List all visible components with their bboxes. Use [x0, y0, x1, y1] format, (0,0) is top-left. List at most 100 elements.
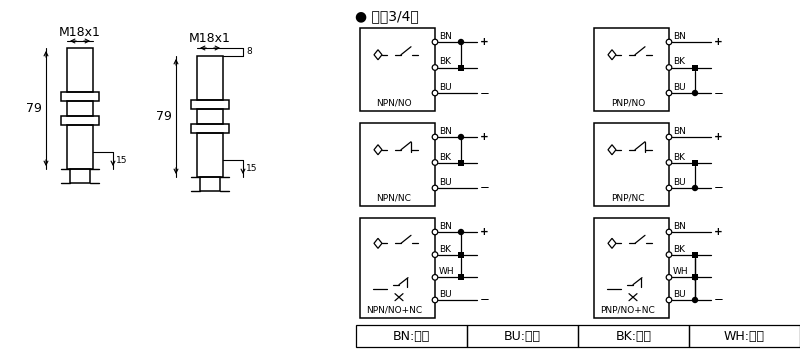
Text: BN: BN [673, 32, 686, 41]
Text: BU:兰色: BU:兰色 [504, 329, 541, 342]
Circle shape [666, 90, 672, 96]
Text: +: + [714, 132, 722, 142]
Text: BU: BU [673, 83, 686, 92]
Bar [692, 64, 698, 70]
Text: NPN/NO+NC: NPN/NO+NC [366, 306, 422, 314]
Bar [200, 177, 220, 191]
Circle shape [666, 65, 672, 70]
Text: BK: BK [439, 245, 451, 254]
Text: WH: WH [439, 267, 454, 276]
Text: NPN/NO: NPN/NO [376, 99, 411, 107]
Text: PNP/NC: PNP/NC [611, 194, 645, 202]
Text: 15: 15 [246, 164, 258, 173]
Circle shape [458, 39, 464, 45]
Bar [692, 159, 698, 165]
Text: PNP/NO: PNP/NO [610, 99, 645, 107]
Circle shape [666, 134, 672, 140]
Text: +: + [480, 227, 489, 237]
Bar [689, 325, 800, 347]
Text: BU: BU [673, 290, 686, 299]
Text: BU: BU [439, 178, 452, 187]
Text: M18x1: M18x1 [59, 26, 101, 39]
Bar [458, 64, 464, 70]
Circle shape [432, 160, 438, 165]
Bar [67, 101, 93, 116]
Text: BU: BU [439, 83, 452, 92]
Text: −: − [480, 294, 490, 307]
Text: WH: WH [673, 267, 689, 276]
Text: 79: 79 [156, 110, 172, 123]
Text: +: + [714, 227, 722, 237]
Text: BU: BU [439, 290, 452, 299]
Text: PNP/NO+NC: PNP/NO+NC [600, 306, 655, 314]
Circle shape [432, 252, 438, 257]
Circle shape [666, 252, 672, 257]
Circle shape [458, 134, 464, 140]
Bar [692, 252, 698, 258]
Bar [191, 100, 229, 109]
Circle shape [692, 185, 698, 191]
Text: BK: BK [673, 245, 685, 254]
Text: BK: BK [673, 152, 685, 162]
Bar [360, 28, 435, 111]
Text: BN: BN [673, 222, 686, 231]
Bar [197, 109, 223, 124]
Text: −: − [480, 182, 490, 195]
Circle shape [458, 229, 464, 235]
Text: NPN/NC: NPN/NC [376, 194, 411, 202]
Circle shape [432, 297, 438, 303]
Circle shape [432, 39, 438, 45]
Bar [458, 252, 464, 258]
Bar [594, 28, 669, 111]
Text: +: + [480, 37, 489, 47]
Circle shape [666, 160, 672, 165]
Bar [61, 116, 99, 125]
Circle shape [692, 90, 698, 96]
Bar [61, 92, 99, 101]
Text: −: − [480, 87, 490, 100]
Text: BK: BK [673, 57, 685, 67]
Text: BK:黑色: BK:黑色 [615, 329, 651, 342]
Text: BU: BU [673, 178, 686, 187]
Bar [191, 124, 229, 133]
Text: BN: BN [673, 127, 686, 136]
Bar [578, 325, 689, 347]
Text: BN: BN [439, 127, 452, 136]
Bar [356, 325, 467, 347]
Text: BK: BK [439, 152, 451, 162]
Bar [360, 123, 435, 206]
Text: +: + [480, 132, 489, 142]
Circle shape [432, 229, 438, 235]
Circle shape [692, 274, 698, 281]
Bar [197, 133, 223, 177]
Text: −: − [714, 87, 724, 100]
Circle shape [666, 185, 672, 191]
Circle shape [432, 65, 438, 70]
Bar [360, 218, 435, 318]
Text: 8: 8 [246, 48, 252, 57]
Circle shape [432, 275, 438, 280]
Circle shape [692, 297, 698, 303]
Bar [467, 325, 578, 347]
Circle shape [432, 90, 438, 96]
Bar [67, 125, 93, 169]
Text: BK: BK [439, 57, 451, 67]
Text: 15: 15 [116, 156, 127, 165]
Circle shape [432, 134, 438, 140]
Circle shape [666, 297, 672, 303]
Bar [692, 274, 698, 280]
Bar [458, 274, 464, 280]
Text: 79: 79 [26, 102, 42, 115]
Bar [458, 159, 464, 165]
Circle shape [666, 275, 672, 280]
Text: BN: BN [439, 32, 452, 41]
Bar [594, 218, 669, 318]
Text: M18x1: M18x1 [189, 31, 231, 44]
Text: BN: BN [439, 222, 452, 231]
Text: +: + [714, 37, 722, 47]
Text: −: − [714, 294, 724, 307]
Circle shape [666, 39, 672, 45]
Bar [70, 169, 90, 183]
Text: WH:白色: WH:白色 [724, 329, 765, 342]
Text: BN:棕色: BN:棕色 [393, 329, 430, 342]
